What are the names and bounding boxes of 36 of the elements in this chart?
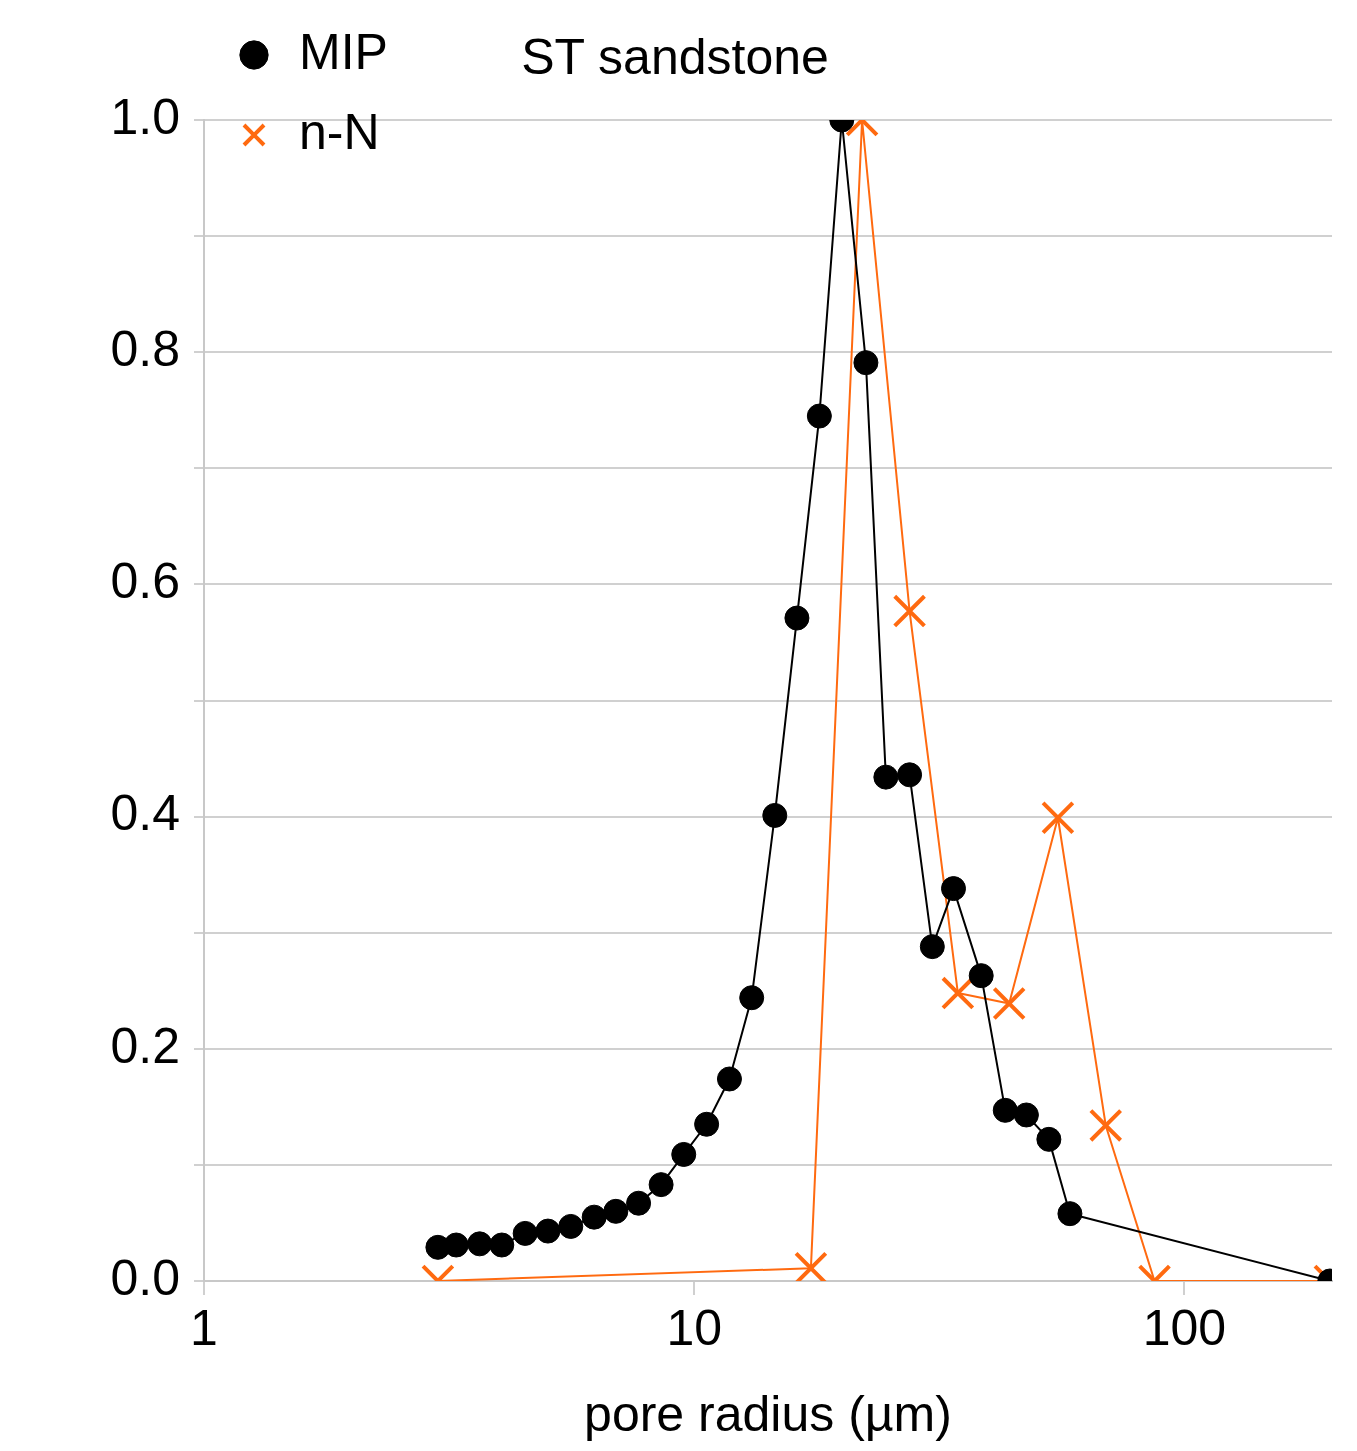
point <box>694 1111 720 1137</box>
point <box>443 1232 469 1258</box>
point <box>1013 1102 1039 1128</box>
legend-label: MIP <box>299 23 388 80</box>
point <box>535 1218 561 1244</box>
point <box>784 605 810 631</box>
chart-title: ST sandstone <box>521 28 829 85</box>
y-tick-label: 0.2 <box>110 1017 180 1074</box>
point <box>739 985 765 1011</box>
point <box>806 403 832 429</box>
legend-label: n-N <box>299 103 380 160</box>
x-axis-title: pore radius (µm) <box>584 1385 952 1442</box>
point <box>489 1232 515 1258</box>
y-tick-label: 0.0 <box>110 1249 180 1306</box>
point <box>1057 1201 1083 1227</box>
y-tick-label: 1.0 <box>110 88 180 145</box>
y-tick-label: 0.4 <box>110 785 180 842</box>
point <box>671 1141 697 1167</box>
point <box>1036 1126 1062 1152</box>
point <box>716 1066 742 1092</box>
point <box>558 1213 584 1239</box>
point <box>603 1198 629 1224</box>
point <box>512 1220 538 1246</box>
x-tick-label: 10 <box>666 1299 723 1356</box>
y-tick-label: 0.6 <box>110 553 180 610</box>
point <box>897 762 923 788</box>
x-tick-label: 1 <box>190 1299 218 1356</box>
point <box>467 1231 493 1257</box>
y-tick-label: 0.8 <box>110 320 180 377</box>
point <box>968 963 994 989</box>
point <box>762 802 788 828</box>
point <box>626 1190 652 1216</box>
point <box>581 1204 607 1230</box>
point <box>648 1172 674 1198</box>
x-tick-label: 100 <box>1142 1299 1227 1356</box>
point <box>853 350 879 376</box>
